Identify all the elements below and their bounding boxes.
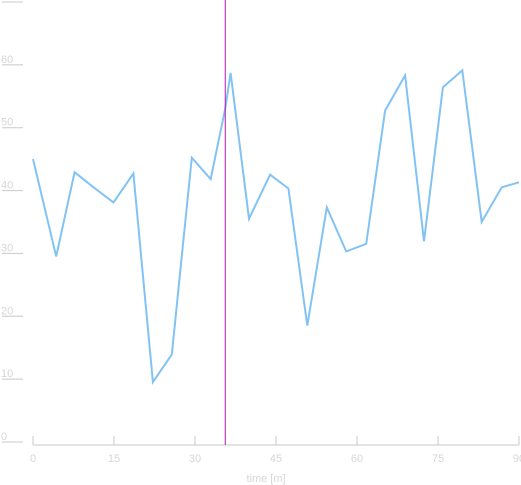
x-axis: 0 15 30 45 60 75 90 [30, 436, 521, 465]
y-tick-label: 70 [1, 0, 13, 3]
x-tick-label: 30 [189, 453, 201, 465]
y-tick-label: 10 [1, 368, 13, 380]
x-tick-label: 75 [432, 453, 444, 465]
y-tick-label: 40 [1, 180, 13, 192]
x-tick-label: 60 [351, 453, 363, 465]
series-layer [32, 68, 520, 385]
y-tick-label: 60 [1, 54, 13, 66]
x-tick-label: 0 [30, 453, 36, 465]
y-tick-label: 30 [1, 242, 13, 254]
x-tick-label: 15 [108, 453, 120, 465]
x-tick-label: 90 [513, 453, 521, 465]
y-tick-label: 20 [1, 305, 13, 317]
x-tick-label: 45 [270, 453, 282, 465]
y-tick-label: 0 [1, 431, 7, 443]
series-line [32, 68, 520, 385]
y-tick-label: 50 [1, 117, 13, 129]
x-axis-label: time [m] [246, 473, 285, 485]
y-axis-ticks: 0 10 20 30 40 50 60 70 [1, 0, 23, 443]
